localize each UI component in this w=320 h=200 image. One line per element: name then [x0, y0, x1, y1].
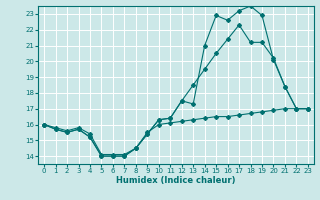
X-axis label: Humidex (Indice chaleur): Humidex (Indice chaleur) [116, 176, 236, 185]
